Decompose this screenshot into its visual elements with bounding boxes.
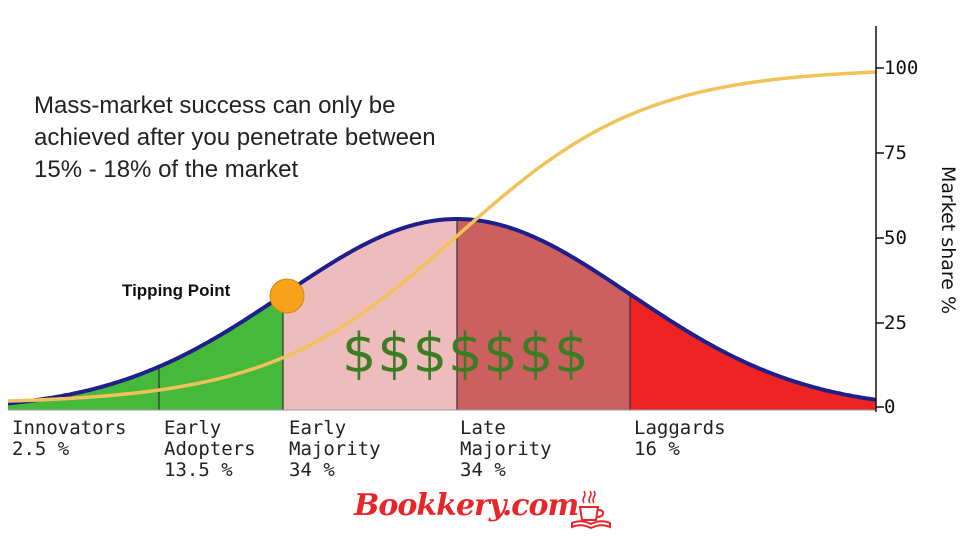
right-axis-ticks bbox=[876, 67, 884, 408]
book-coffee-icon bbox=[571, 490, 611, 530]
segment-share: 2.5 % bbox=[12, 438, 70, 460]
tipping-point-label: Tipping Point bbox=[122, 281, 231, 300]
segment-label-innovators: Innovators 2.5 % bbox=[12, 418, 126, 460]
axis-tick-label: 50 bbox=[884, 227, 907, 249]
note-line-2: achieved after you penetrate between bbox=[34, 124, 436, 151]
note-line-1: Mass-market success can only be bbox=[34, 92, 396, 119]
bell-curve-outline bbox=[7, 217, 877, 406]
segment-label-late-majority: Late Majority 34 % bbox=[460, 418, 552, 481]
segment-share: 16 % bbox=[634, 438, 680, 460]
axis-tick-label: 0 bbox=[884, 396, 896, 418]
segment-name: Early bbox=[164, 417, 222, 439]
segment-name: Majority bbox=[460, 438, 552, 460]
segment-name: Early bbox=[289, 417, 347, 439]
axis-tick-label: 25 bbox=[884, 312, 907, 334]
right-axis-title: Market share % bbox=[937, 165, 959, 315]
segment-name: Majority bbox=[289, 438, 381, 460]
bell-segment-innovators bbox=[8, 366, 159, 410]
brand-logo-text: Bookkery.com bbox=[354, 488, 579, 523]
segment-share: 13.5 % bbox=[164, 459, 233, 481]
mass-market-note: Mass-market success can only be achieved… bbox=[34, 90, 504, 186]
axis-tick-label: 100 bbox=[884, 57, 919, 79]
bell-segment-early-adopters bbox=[159, 294, 283, 410]
segment-share: 34 % bbox=[460, 459, 506, 481]
segment-share: 34 % bbox=[289, 459, 335, 481]
segment-label-early-adopters: Early Adopters 13.5 % bbox=[164, 418, 256, 481]
segment-name: Late bbox=[460, 417, 506, 439]
segment-name: Innovators bbox=[12, 417, 127, 439]
note-line-3: 15% - 18% of the market bbox=[34, 156, 299, 183]
segment-label-early-majority: Early Majority 34 % bbox=[289, 418, 381, 481]
market-share-s-curve bbox=[8, 70, 877, 403]
segment-name: Adopters bbox=[164, 438, 256, 460]
tipping-point-marker bbox=[269, 278, 305, 314]
segment-name: Laggards bbox=[634, 417, 726, 439]
axis-tick-label: 75 bbox=[884, 142, 907, 164]
segment-label-laggards: Laggards 16 % bbox=[634, 418, 726, 460]
bell-segment-laggards bbox=[630, 294, 876, 410]
money-zone-label: $$$$$$$ bbox=[342, 322, 590, 385]
